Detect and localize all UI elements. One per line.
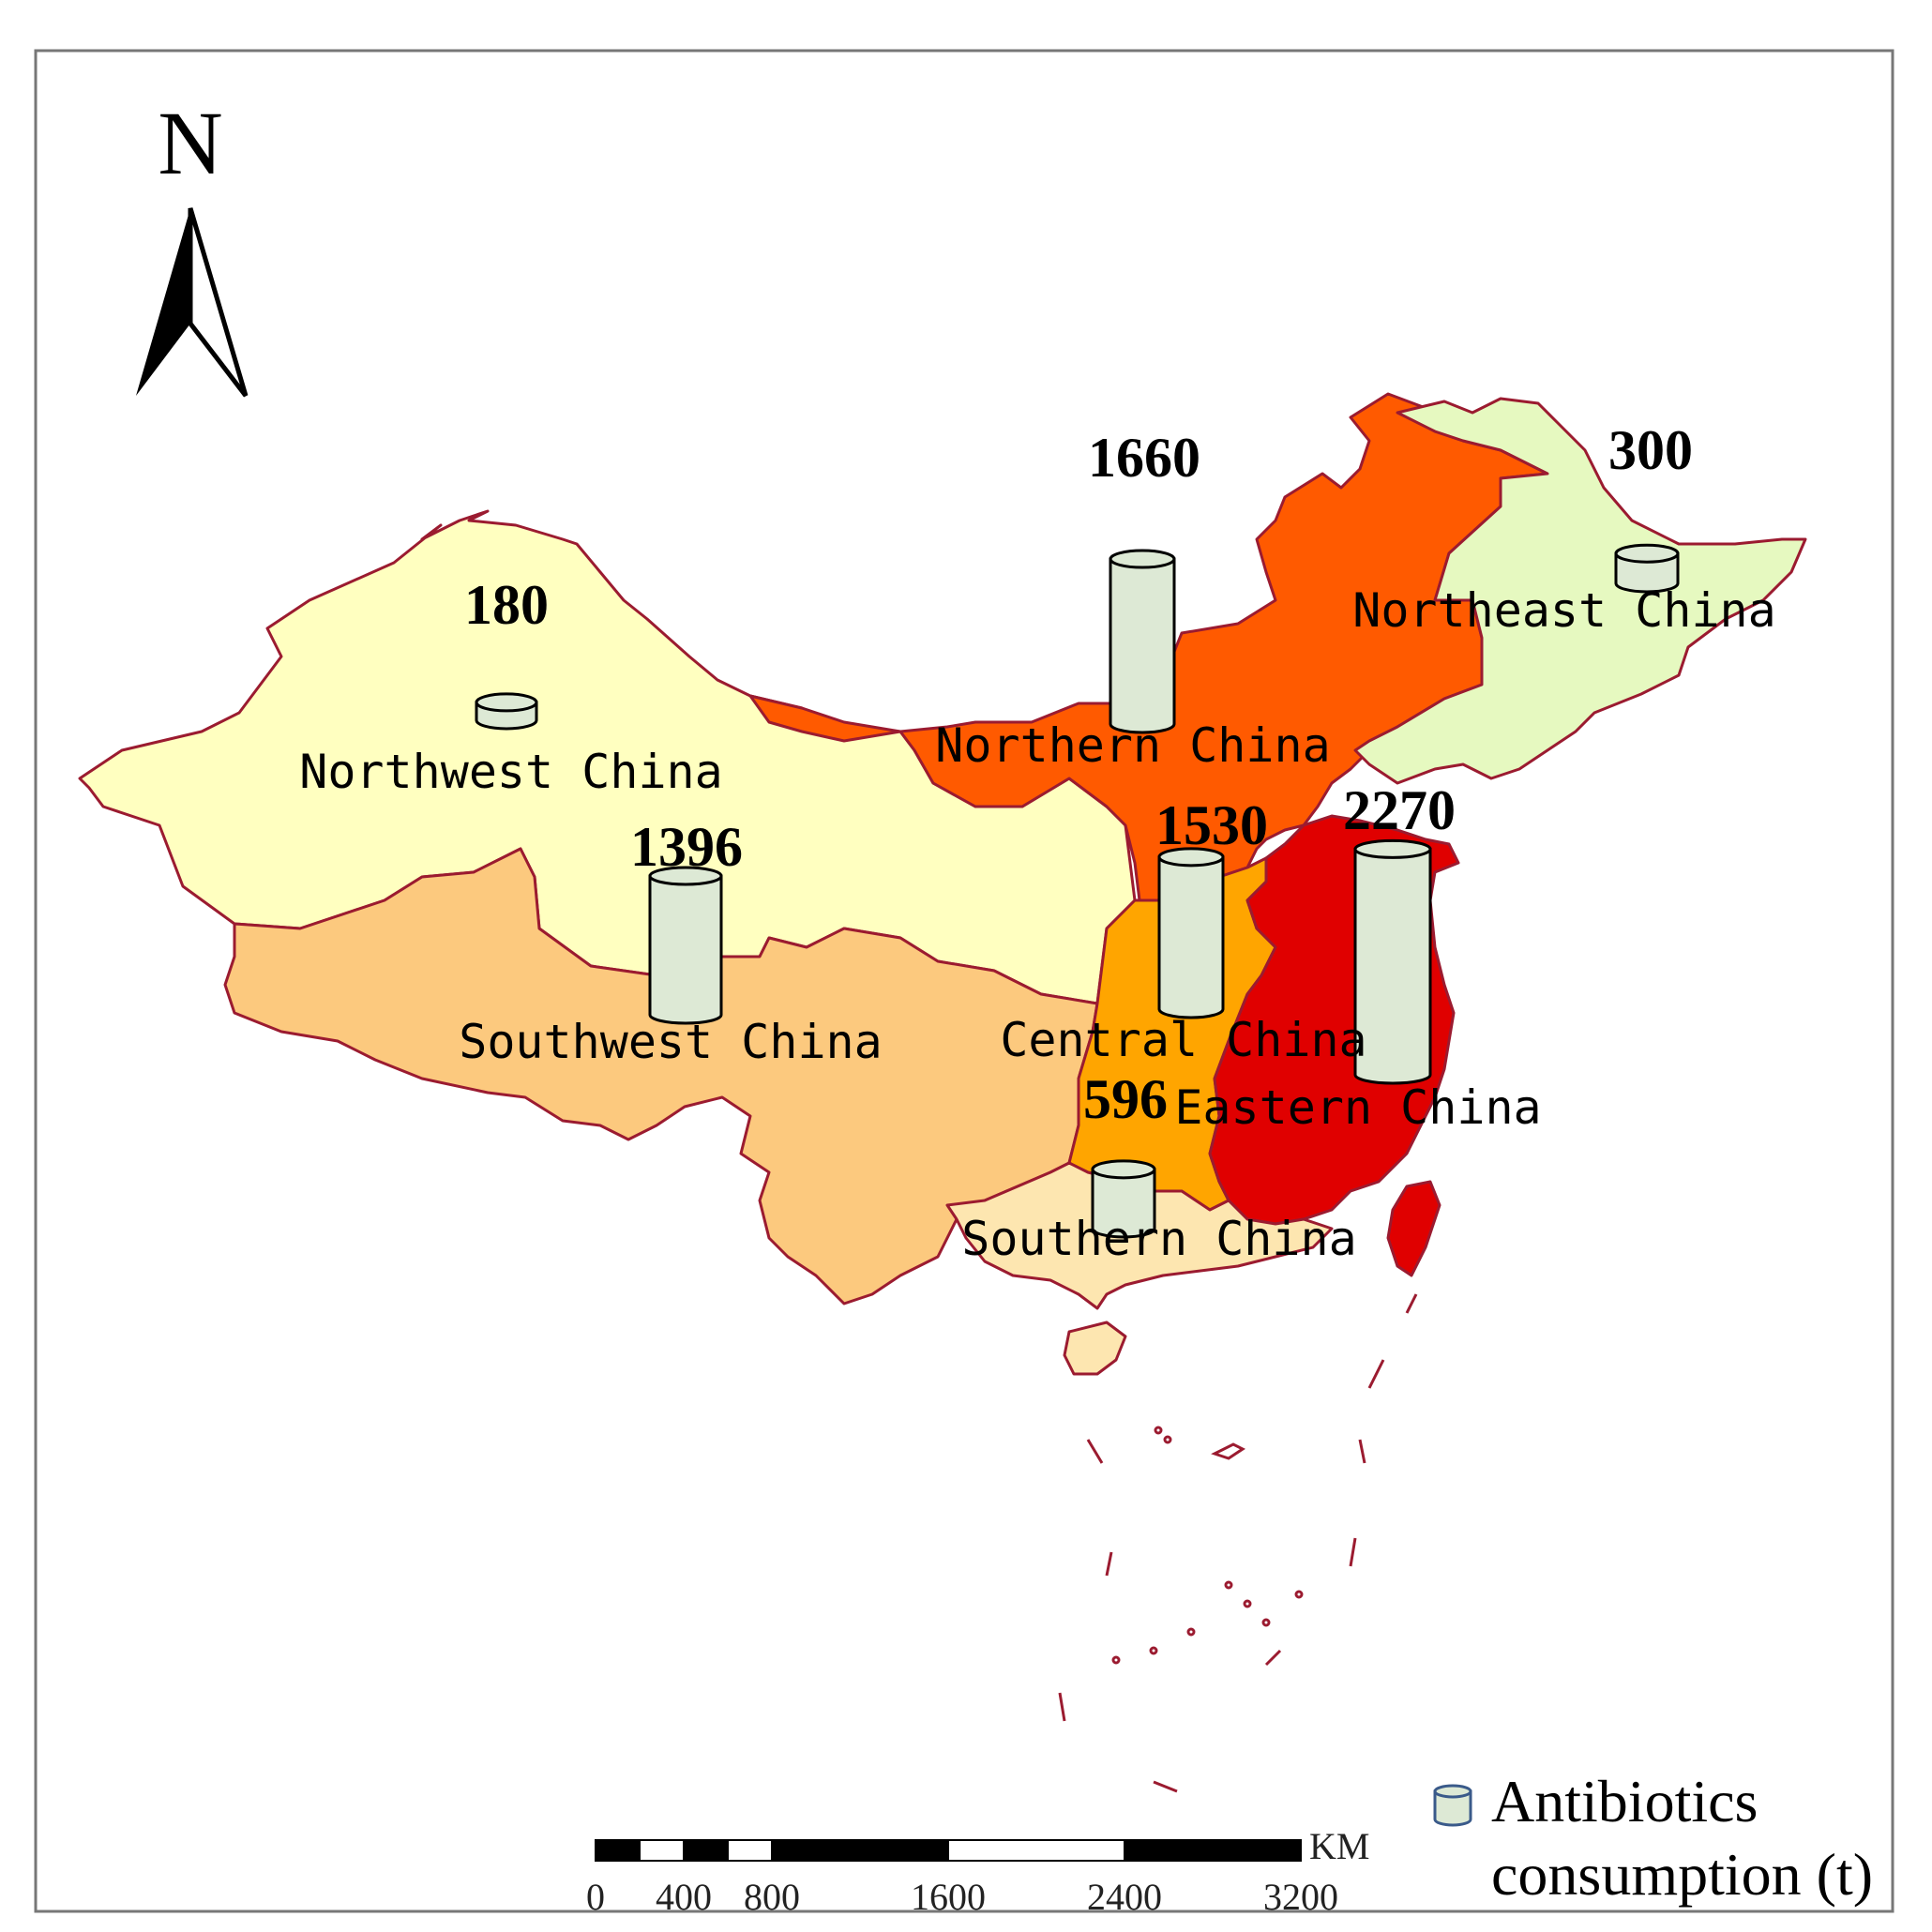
dash-line-segment <box>1058 1692 1066 1722</box>
scale-segment <box>727 1839 773 1862</box>
island <box>1261 1618 1271 1627</box>
value-label-southern: 596 <box>1083 1068 1168 1130</box>
value-label-southwest: 1396 <box>630 816 743 878</box>
legend-label-line1: Antibiotics <box>1491 1768 1758 1834</box>
island <box>1186 1627 1196 1637</box>
scale-tick-label: 800 <box>744 1876 800 1918</box>
scale-tick-label: 400 <box>656 1876 712 1918</box>
cylinder-southwest <box>648 866 723 1025</box>
scale-tick-label: 3200 <box>1263 1876 1338 1918</box>
cylinder-northeast <box>1614 543 1680 594</box>
island <box>1224 1580 1233 1590</box>
island-cluster <box>1211 1442 1245 1460</box>
cylinders <box>475 543 1680 1239</box>
region-label-southern: Southern China <box>961 1212 1356 1266</box>
island <box>1149 1646 1158 1655</box>
dash-line-segment <box>1105 1551 1113 1577</box>
north-arrow-dark-half <box>136 208 190 396</box>
scale-tick-label: 0 <box>586 1876 605 1918</box>
region-label-central: Central China <box>1000 1013 1366 1067</box>
value-label-eastern: 2270 <box>1343 779 1456 841</box>
north-label: N <box>158 93 222 193</box>
scale-segment <box>639 1839 685 1862</box>
dash-line-segment <box>1264 1649 1282 1667</box>
cylinder-eastern <box>1353 838 1432 1085</box>
region-eastern-taiwan <box>1386 1180 1441 1277</box>
dash-line-segment <box>1405 1293 1418 1314</box>
value-label-northeast: 300 <box>1608 419 1693 481</box>
dash-line-segment <box>1153 1780 1178 1793</box>
region-labels: Northwest China Northern China Northeast… <box>299 583 1776 1266</box>
scale-unit: KM <box>1309 1825 1369 1867</box>
cylinder-northwest <box>475 692 538 731</box>
value-label-northwest: 180 <box>464 574 549 636</box>
scale-segment <box>947 1839 1125 1862</box>
island <box>1243 1599 1252 1608</box>
region-label-eastern: Eastern China <box>1174 1080 1541 1135</box>
scale-segment <box>771 1839 949 1862</box>
value-labels: 180 1660 300 1396 1530 2270 596 <box>464 419 1693 1130</box>
value-label-central: 1530 <box>1155 794 1268 856</box>
scale-bar: KM 0 400 800 1600 2400 3200 <box>586 1825 1369 1918</box>
legend-label-line2: consumption (t) <box>1491 1841 1873 1908</box>
cylinder-northern <box>1109 549 1176 734</box>
north-arrow: N <box>136 93 249 398</box>
south-china-sea-islands <box>1058 1293 1418 1793</box>
region-southern-hainan <box>1063 1321 1127 1376</box>
value-label-northern: 1660 <box>1088 427 1200 489</box>
island <box>1294 1590 1304 1599</box>
island <box>1163 1435 1172 1444</box>
legend: Antibiotics consumption (t) <box>1433 1768 1873 1908</box>
island <box>1111 1655 1121 1665</box>
dash-line-segment <box>1349 1537 1357 1567</box>
scale-segment <box>683 1839 729 1862</box>
legend-cylinder-icon <box>1433 1784 1472 1827</box>
scale-tick-label: 2400 <box>1087 1876 1162 1918</box>
cylinder-southern <box>1091 1159 1156 1239</box>
scale-segment <box>595 1839 641 1862</box>
region-label-northeast: Northeast China <box>1352 583 1776 638</box>
dash-line-segment <box>1367 1359 1385 1389</box>
region-label-northwest: Northwest China <box>299 745 723 799</box>
region-northeast <box>1353 397 1807 785</box>
region-label-southwest: Southwest China <box>459 1015 883 1069</box>
scale-tick-label: 1600 <box>911 1876 986 1918</box>
regions <box>78 392 1807 1376</box>
dash-line-segment <box>1358 1439 1366 1464</box>
dash-line-segment <box>1086 1439 1104 1464</box>
island <box>1154 1426 1163 1435</box>
north-arrow-light-half <box>188 207 249 398</box>
cylinder-central <box>1157 847 1225 1019</box>
scale-segment <box>1124 1839 1302 1862</box>
region-southwest <box>223 847 1099 1306</box>
region-label-northern: Northern China <box>935 718 1330 773</box>
